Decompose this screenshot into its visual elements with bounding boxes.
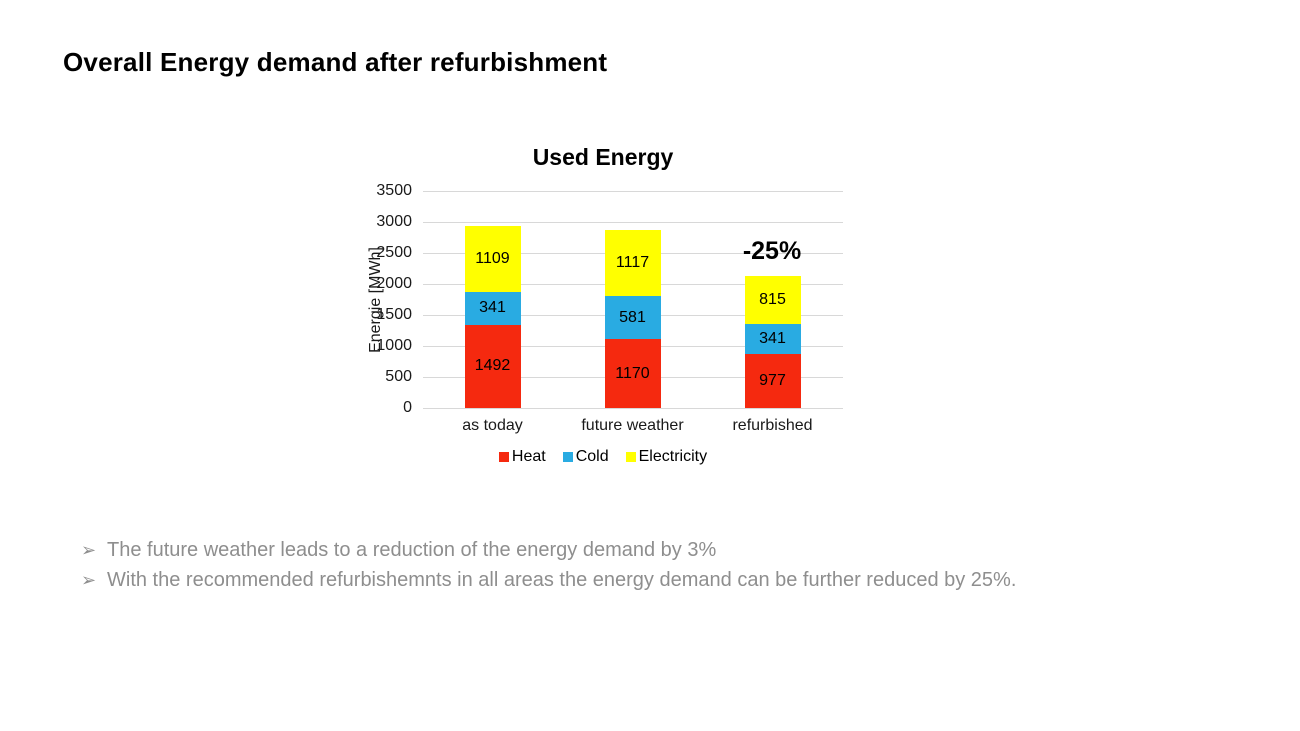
x-category-label: future weather (581, 417, 684, 434)
segment-value-label: 581 (619, 308, 646, 326)
bullet-list: ➢ The future weather leads to a reductio… (81, 535, 1016, 595)
gridline (423, 221, 843, 223)
segment-value-label: 341 (759, 329, 786, 347)
plot-area: 1109 341 1492 1117 581 1170 815 341 977 (423, 190, 843, 409)
y-tick-label: 1000 (376, 337, 412, 354)
y-tick-label: 1500 (376, 306, 412, 323)
arrow-bullet-icon: ➢ (81, 570, 97, 590)
legend-item-electricity: Electricity (625, 448, 708, 466)
bar-segment-electricity: 1109 (464, 225, 521, 292)
segment-value-label: 1117 (615, 254, 650, 272)
legend-label: Electricity (638, 448, 708, 465)
bar-segment-cold: 341 (744, 323, 801, 355)
segment-value-label: 1170 (615, 364, 650, 382)
x-category-label: refurbished (732, 417, 813, 434)
bullet-text: With the recommended refurbishemnts in a… (107, 569, 1017, 591)
bar-segment-cold: 581 (604, 296, 661, 340)
bar-segment-heat: 1492 (464, 324, 521, 408)
gridline (423, 190, 843, 192)
gridline (423, 407, 843, 409)
stacked-bar: 1109 341 1492 (464, 225, 521, 408)
bar-segment-electricity: 815 (744, 275, 801, 324)
bullet-item: ➢ With the recommended refurbishemnts in… (81, 565, 1016, 595)
segment-value-label: 815 (759, 290, 786, 308)
x-category-label: as today (462, 417, 523, 434)
legend-label: Heat (511, 448, 546, 465)
y-tick-label: 2500 (376, 244, 412, 261)
bar-segment-electricity: 1117 (604, 230, 661, 297)
y-tick-label: 2000 (376, 275, 412, 292)
y-tick-label: 3500 (376, 182, 412, 199)
bar-segment-cold: 341 (464, 292, 521, 325)
legend-swatch-heat-icon (498, 452, 509, 462)
bullet-item: ➢ The future weather leads to a reductio… (81, 535, 1016, 565)
y-tick-label: 500 (385, 368, 412, 385)
segment-value-label: 977 (759, 372, 786, 390)
chart-legend: Heat Cold Electricity (358, 448, 848, 466)
arrow-bullet-icon: ➢ (81, 540, 97, 560)
segment-value-label: 341 (479, 299, 506, 317)
bar-segment-heat: 1170 (604, 339, 661, 408)
reduction-annotation: -25% (742, 237, 802, 265)
chart-title: Used Energy (532, 144, 674, 170)
legend-swatch-cold-icon (562, 452, 573, 462)
legend-label: Cold (575, 448, 609, 465)
legend-swatch-electricity-icon (625, 452, 636, 462)
bar-segment-heat: 977 (744, 354, 801, 408)
bullet-text: The future weather leads to a reduction … (107, 539, 717, 561)
page-title: Overall Energy demand after refurbishmen… (63, 47, 608, 77)
legend-item-cold: Cold (562, 448, 609, 466)
segment-value-label: 1109 (475, 249, 510, 267)
stacked-bar: 815 341 977 (744, 275, 801, 408)
y-tick-label: 0 (403, 399, 412, 416)
stacked-bar: 1117 581 1170 (604, 230, 661, 408)
y-tick-label: 3000 (376, 213, 412, 230)
legend-item-heat: Heat (498, 448, 546, 466)
segment-value-label: 1492 (474, 357, 511, 375)
